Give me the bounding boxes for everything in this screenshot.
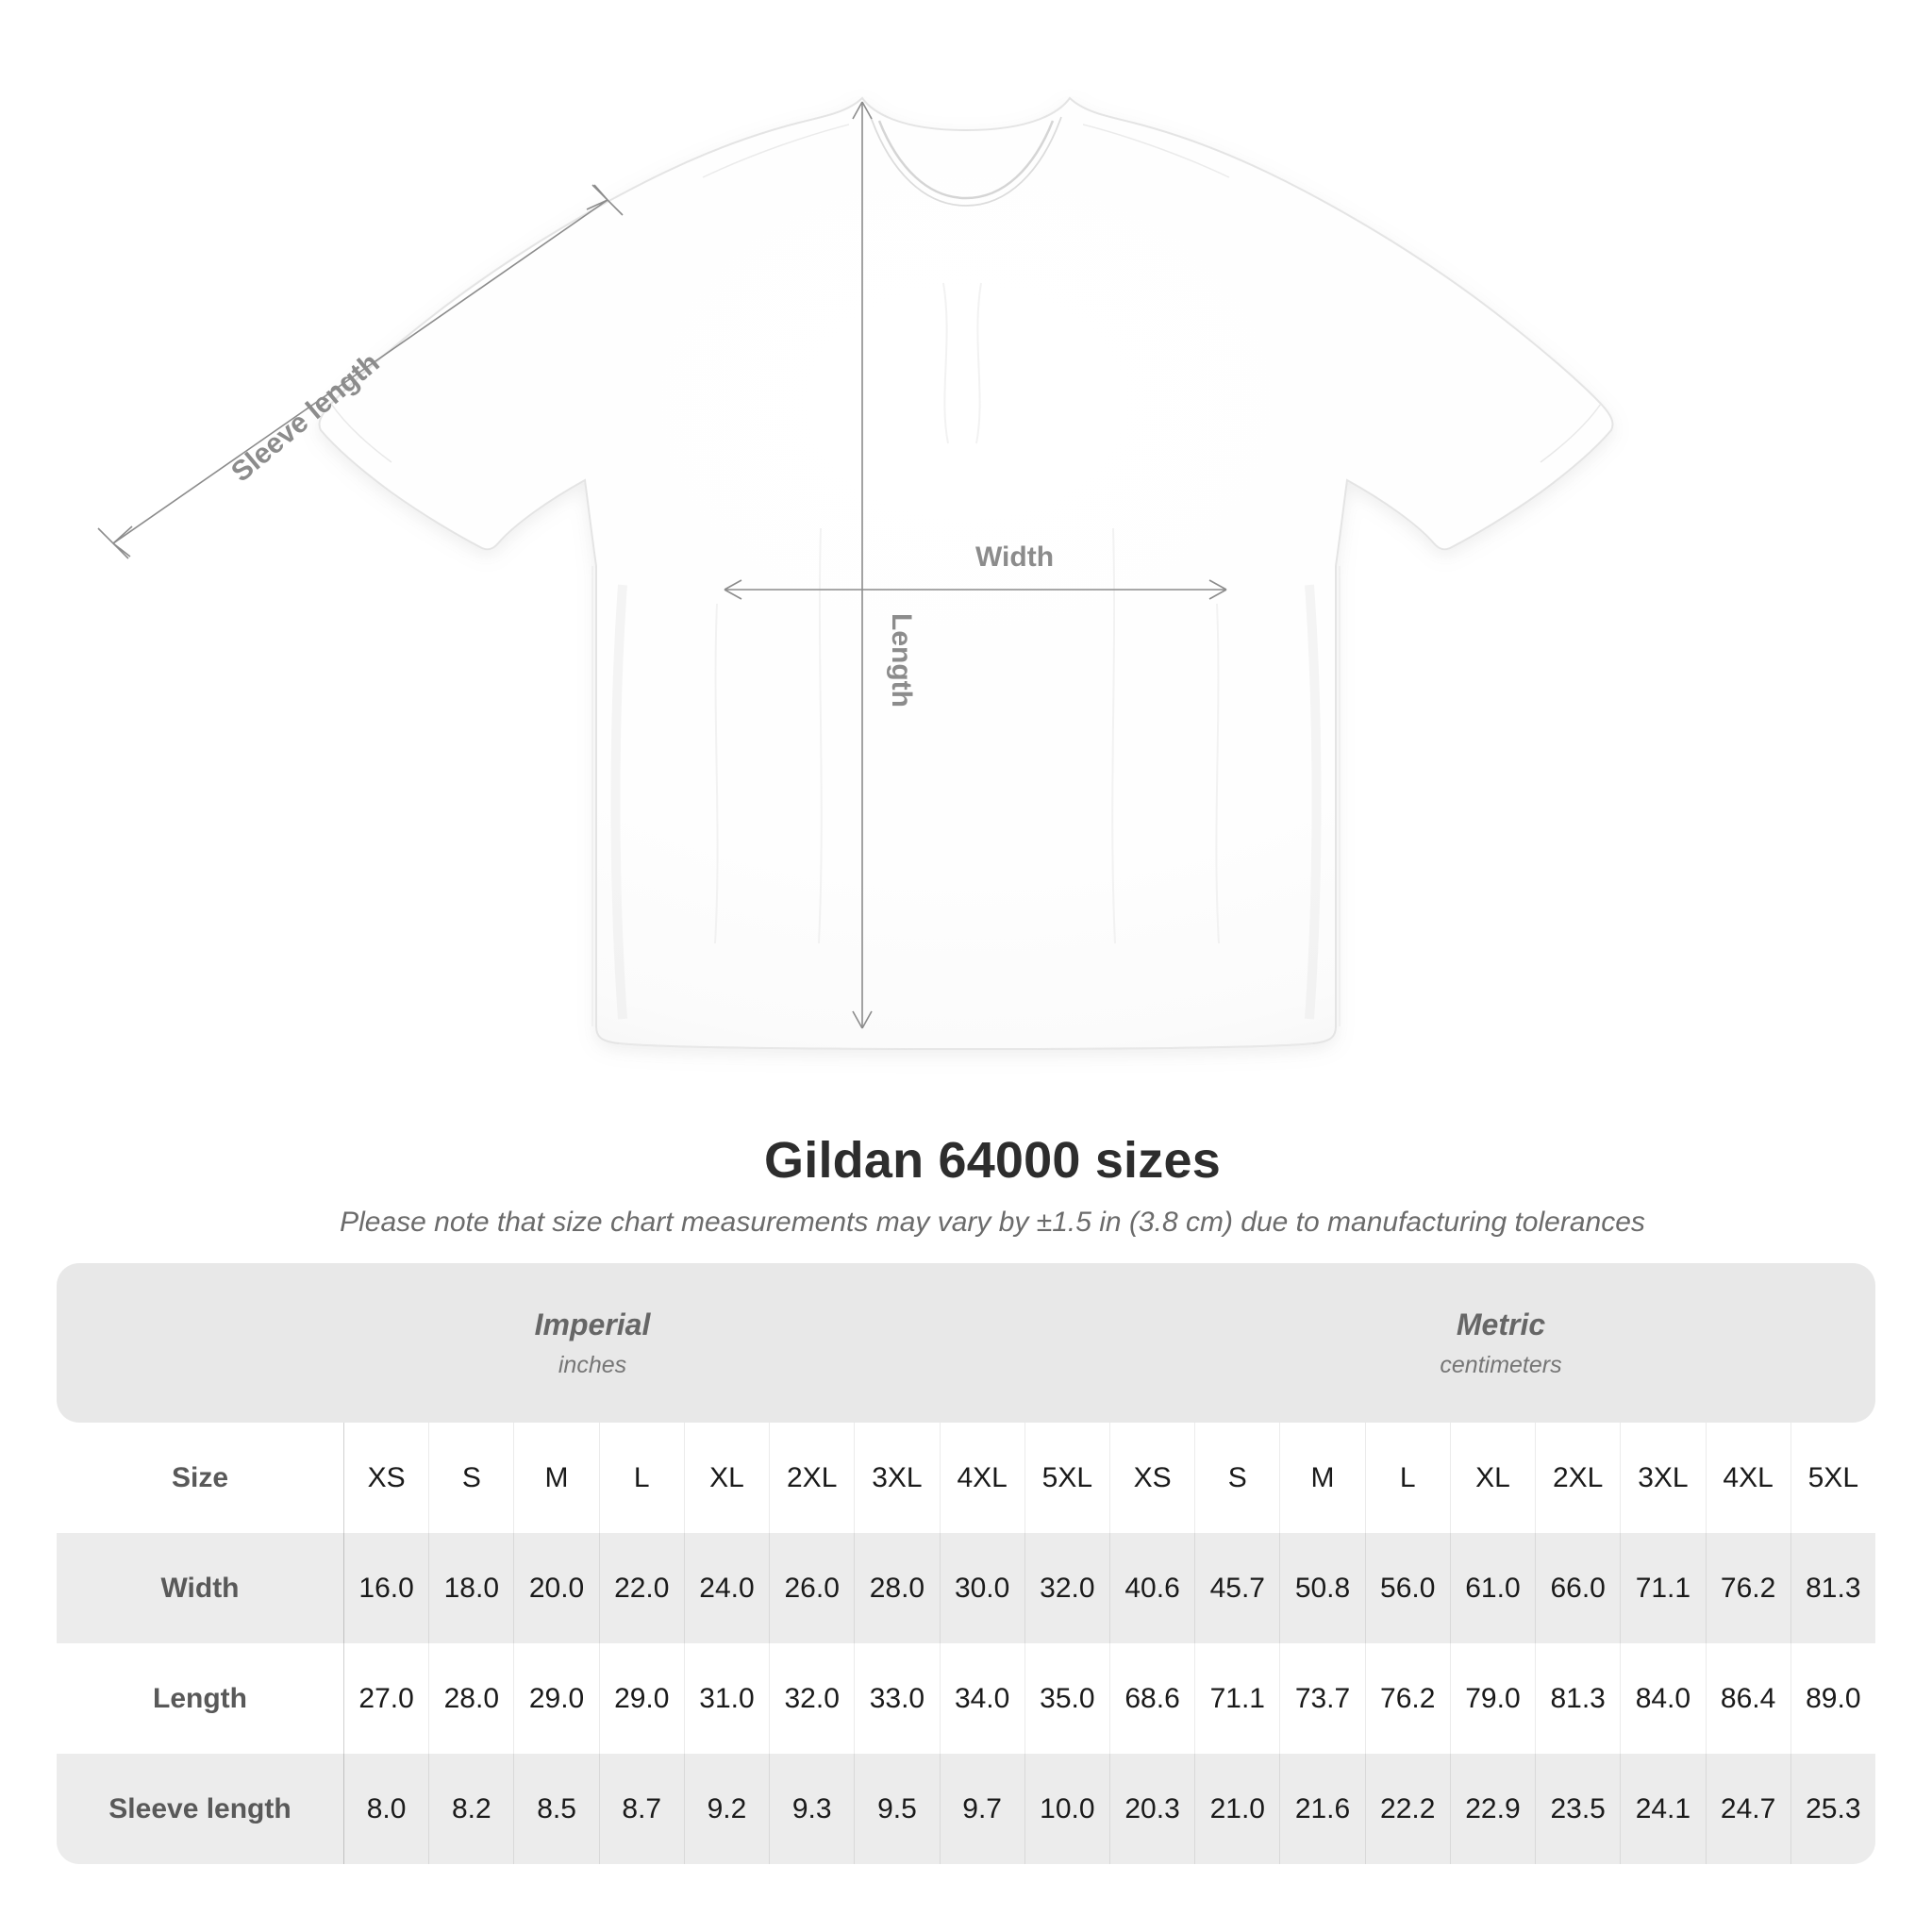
svg-text:Width: Width: [975, 541, 1054, 573]
svg-text:Length: Length: [886, 613, 917, 708]
